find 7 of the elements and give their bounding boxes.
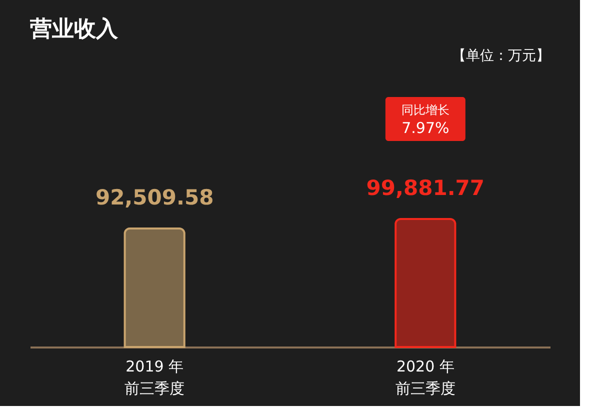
data-label: 99,881.77 <box>366 176 485 200</box>
text: 同比增长7.97% <box>401 103 450 137</box>
data-label: 92,509.58 <box>95 185 214 210</box>
x-tick-label: 2019 年前三季度 <box>124 358 185 398</box>
x-tick-label: 2020 年前三季度 <box>395 358 456 398</box>
text: 【单位：万元】 <box>452 48 550 64</box>
chart-title: 营业收入 <box>29 17 119 42</box>
